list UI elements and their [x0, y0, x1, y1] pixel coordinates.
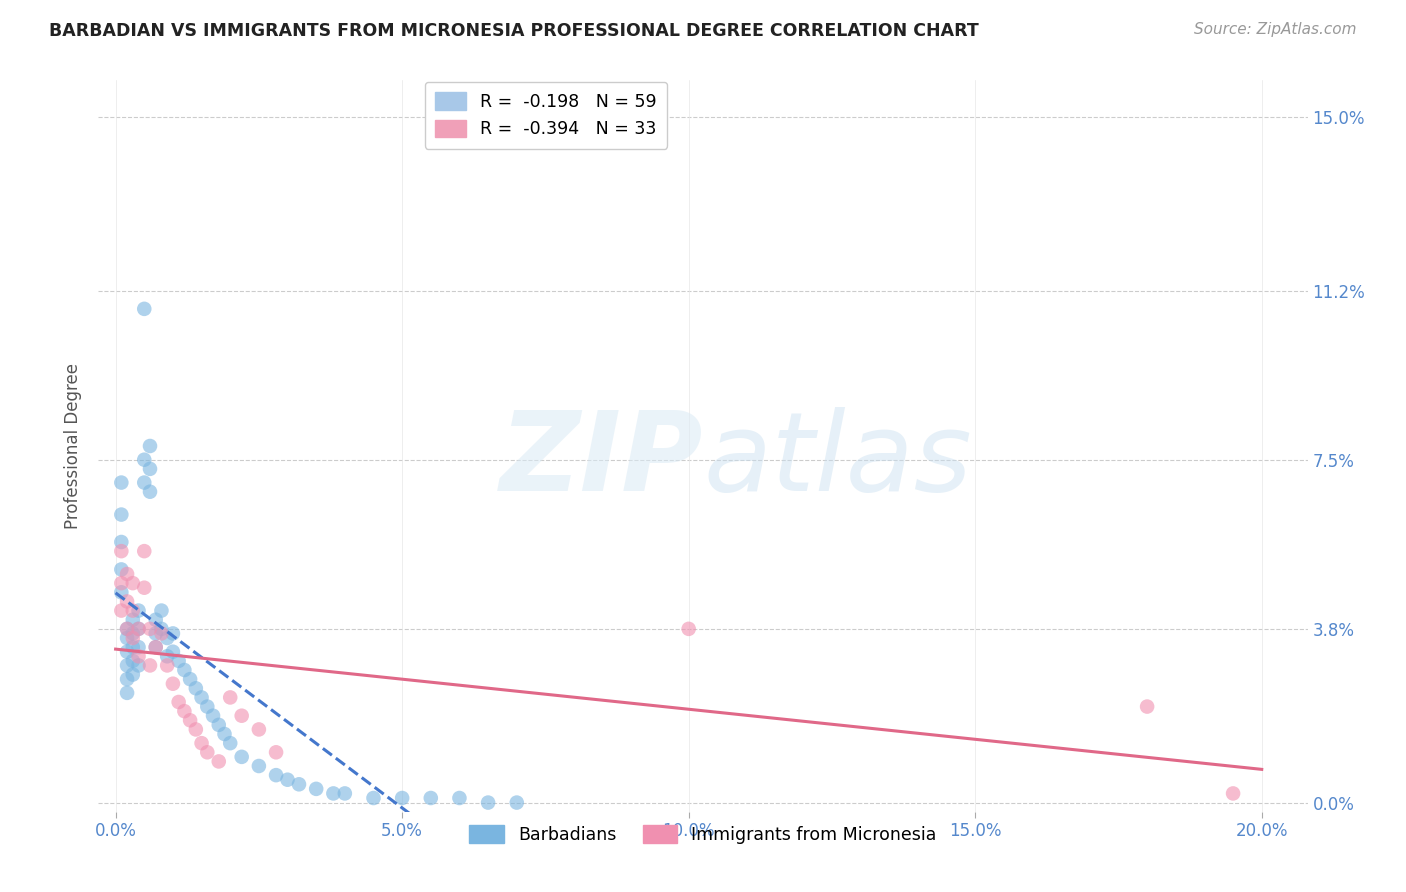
Point [145, 640, 167, 655]
Point [110, 576, 132, 591]
Point [121, 654, 143, 668]
Point [134, 581, 156, 595]
Point [115, 622, 138, 636]
Point [1136, 699, 1159, 714]
Point [110, 508, 132, 522]
Point [139, 462, 162, 476]
Point [145, 640, 167, 655]
Point [167, 654, 190, 668]
Point [134, 301, 156, 316]
Point [264, 768, 287, 782]
Point [128, 640, 150, 655]
Point [288, 777, 311, 791]
Legend: Barbadians, Immigrants from Micronesia: Barbadians, Immigrants from Micronesia [463, 818, 943, 851]
Point [179, 714, 201, 728]
Point [110, 544, 132, 558]
Point [115, 567, 138, 582]
Text: Source: ZipAtlas.com: Source: ZipAtlas.com [1194, 22, 1357, 37]
Point [150, 622, 173, 636]
Point [121, 603, 143, 617]
Point [156, 649, 179, 664]
Point [115, 672, 138, 686]
Point [121, 613, 143, 627]
Y-axis label: Professional Degree: Professional Degree [65, 363, 83, 529]
Point [231, 708, 253, 723]
Point [247, 723, 270, 737]
Point [115, 594, 138, 608]
Point [231, 749, 253, 764]
Point [145, 626, 167, 640]
Point [477, 796, 499, 810]
Point [195, 745, 218, 759]
Point [128, 603, 150, 617]
Point [115, 622, 138, 636]
Point [162, 676, 184, 690]
Point [195, 699, 218, 714]
Point [322, 787, 344, 801]
Point [121, 576, 143, 591]
Point [162, 626, 184, 640]
Point [145, 613, 167, 627]
Point [115, 658, 138, 673]
Point [121, 631, 143, 645]
Point [128, 622, 150, 636]
Point [305, 781, 328, 796]
Point [247, 759, 270, 773]
Point [110, 562, 132, 576]
Point [128, 649, 150, 664]
Point [190, 690, 212, 705]
Point [128, 622, 150, 636]
Point [128, 658, 150, 673]
Point [167, 695, 190, 709]
Point [179, 672, 201, 686]
Point [184, 681, 207, 696]
Point [139, 439, 162, 453]
Point [363, 791, 385, 805]
Point [110, 475, 132, 490]
Point [115, 645, 138, 659]
Point [277, 772, 299, 787]
Point [156, 658, 179, 673]
Point [219, 690, 242, 705]
Point [139, 484, 162, 499]
Point [139, 658, 162, 673]
Point [162, 645, 184, 659]
Text: atlas: atlas [703, 407, 972, 514]
Point [134, 544, 156, 558]
Point [134, 475, 156, 490]
Point [134, 452, 156, 467]
Point [419, 791, 441, 805]
Point [121, 640, 143, 655]
Point [173, 704, 195, 718]
Point [115, 686, 138, 700]
Point [214, 727, 236, 741]
Point [190, 736, 212, 750]
Point [150, 603, 173, 617]
Point [121, 667, 143, 681]
Point [449, 791, 471, 805]
Point [391, 791, 413, 805]
Point [110, 585, 132, 599]
Point [202, 708, 225, 723]
Point [110, 535, 132, 549]
Point [173, 663, 195, 677]
Text: ZIP: ZIP [499, 407, 703, 514]
Point [110, 603, 132, 617]
Point [1222, 787, 1244, 801]
Point [208, 718, 231, 732]
Point [678, 622, 700, 636]
Point [121, 626, 143, 640]
Point [139, 622, 162, 636]
Point [150, 626, 173, 640]
Point [506, 796, 529, 810]
Point [115, 631, 138, 645]
Point [156, 631, 179, 645]
Point [333, 787, 356, 801]
Point [219, 736, 242, 750]
Point [184, 723, 207, 737]
Text: BARBADIAN VS IMMIGRANTS FROM MICRONESIA PROFESSIONAL DEGREE CORRELATION CHART: BARBADIAN VS IMMIGRANTS FROM MICRONESIA … [49, 22, 979, 40]
Point [208, 755, 231, 769]
Point [264, 745, 287, 759]
